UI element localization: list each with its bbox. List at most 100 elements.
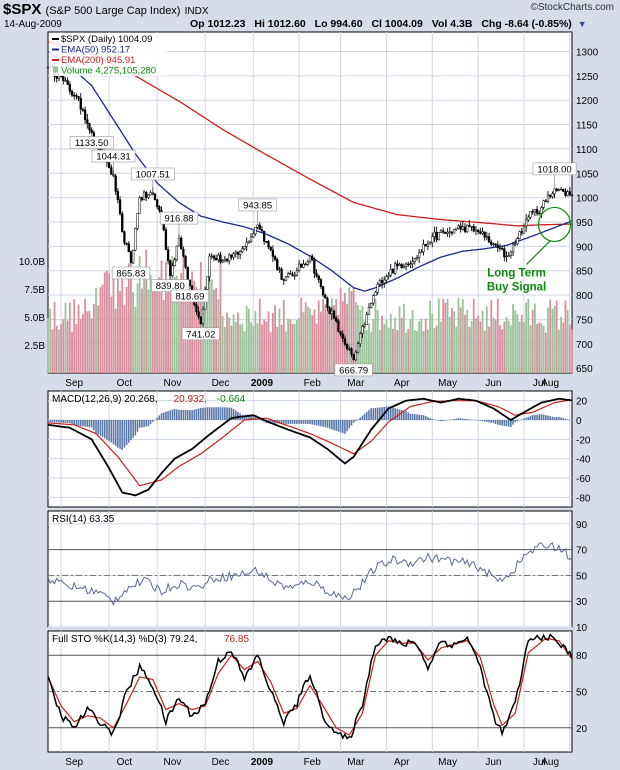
volume-bar <box>326 309 329 373</box>
price-body <box>223 258 226 261</box>
price-body <box>300 263 303 268</box>
volume-bar <box>516 314 519 373</box>
macd-hist-bar <box>73 420 75 426</box>
macd-hist-bar <box>562 418 565 420</box>
macd-hist-bar <box>224 407 226 420</box>
volume-bar <box>287 318 290 373</box>
volume-bar <box>278 308 281 373</box>
volume-bar <box>180 273 183 373</box>
macd-hist-bar <box>433 419 436 421</box>
price-body <box>522 225 526 234</box>
volume-bar <box>282 300 285 373</box>
macd-hist-bar <box>479 420 482 421</box>
volume-bar <box>420 318 423 373</box>
price-body <box>278 268 281 271</box>
macd-hist-bar <box>162 412 165 420</box>
volume-bar <box>149 274 152 373</box>
macd-hist-bar <box>551 416 554 420</box>
volume-bar <box>564 300 567 373</box>
price-body <box>446 231 449 234</box>
volume-bar <box>544 332 547 373</box>
macd-hist-bar <box>47 420 49 422</box>
volume-bar <box>317 300 320 373</box>
price-body <box>472 225 475 232</box>
volume-bar <box>413 330 416 373</box>
macd-hist-bar <box>88 420 91 428</box>
quote-date: 14-Aug-2009 <box>4 19 62 30</box>
volume-bar <box>154 285 156 373</box>
price-body <box>409 263 412 265</box>
volume-bar <box>175 275 178 373</box>
volume-bar <box>368 323 370 373</box>
volume-bar <box>453 311 455 373</box>
macd-hist-bar <box>186 410 189 420</box>
macd-hist-bar <box>311 420 313 425</box>
volume-bar <box>86 311 89 373</box>
volume-bar <box>354 301 357 373</box>
price-body <box>302 263 305 268</box>
annotation-line2: Buy Signal <box>487 281 546 293</box>
macd-hist-bar <box>392 407 394 420</box>
volume-bar <box>280 324 283 373</box>
macd-hist-bar <box>307 420 309 424</box>
macd-hist-bar <box>82 420 84 427</box>
macd-hist-bar <box>291 420 294 424</box>
price-body <box>562 189 565 192</box>
macd-hist-bar <box>451 419 453 420</box>
volume-bar <box>151 279 154 373</box>
price-label-box-6 <box>170 289 210 303</box>
month-label-Sep: Sep <box>65 378 83 389</box>
price-body <box>142 191 146 201</box>
menu-arrow-icon[interactable]: ▼ <box>577 19 587 29</box>
macd-hist-bar <box>488 420 490 423</box>
volume-bar <box>372 319 375 373</box>
macd-hist-bar <box>322 420 324 427</box>
macd-hist-bar <box>381 407 383 420</box>
macd-hist-bar <box>248 416 250 420</box>
price-ytick-1000: 1000 <box>576 194 599 205</box>
macd-hist-bar <box>389 407 392 420</box>
price-body <box>345 344 349 350</box>
month-label-2009: 2009 <box>251 378 274 389</box>
volume-bar <box>101 284 104 373</box>
macd-hist-bar <box>55 420 58 423</box>
legend-label-2: EMA(200) 945.91 <box>61 55 135 66</box>
price-body <box>263 231 266 242</box>
price-body <box>420 251 423 254</box>
macd-hist-bar <box>154 419 156 421</box>
price-body <box>136 212 139 229</box>
price-body <box>236 251 240 255</box>
price-body <box>46 66 50 69</box>
macd-hist-bar <box>350 420 353 426</box>
volume-bar <box>446 298 449 373</box>
volume-bar <box>400 317 403 373</box>
price-body <box>511 244 515 253</box>
volume-bar <box>250 322 252 373</box>
volume-bar <box>147 289 150 373</box>
price-ytick-1100: 1100 <box>576 145 598 156</box>
volume-bar <box>518 321 521 373</box>
macd-hist-bar <box>49 420 51 423</box>
macd-hist-bar <box>457 418 460 420</box>
volume-bar <box>402 303 405 373</box>
macd-hist-bar <box>127 420 130 443</box>
macd-hist-bar <box>234 410 237 420</box>
price-body <box>439 230 443 233</box>
price-body <box>284 276 288 281</box>
volume-bar <box>374 298 377 373</box>
macd-hist-bar <box>523 418 525 420</box>
month-label-bottom-Oct: Oct <box>117 757 133 768</box>
macd-hist-bar <box>71 420 73 425</box>
price-body <box>201 308 205 325</box>
macd-hist-bar <box>414 414 416 420</box>
price-body <box>435 232 438 240</box>
macd-hist-bar <box>208 407 211 420</box>
price-body <box>356 343 360 353</box>
price-body <box>553 188 556 195</box>
price-body <box>195 304 198 312</box>
price-body <box>348 348 351 350</box>
price-body <box>243 246 246 250</box>
macd-hist-bar <box>363 413 366 420</box>
volume-bar <box>468 326 471 373</box>
